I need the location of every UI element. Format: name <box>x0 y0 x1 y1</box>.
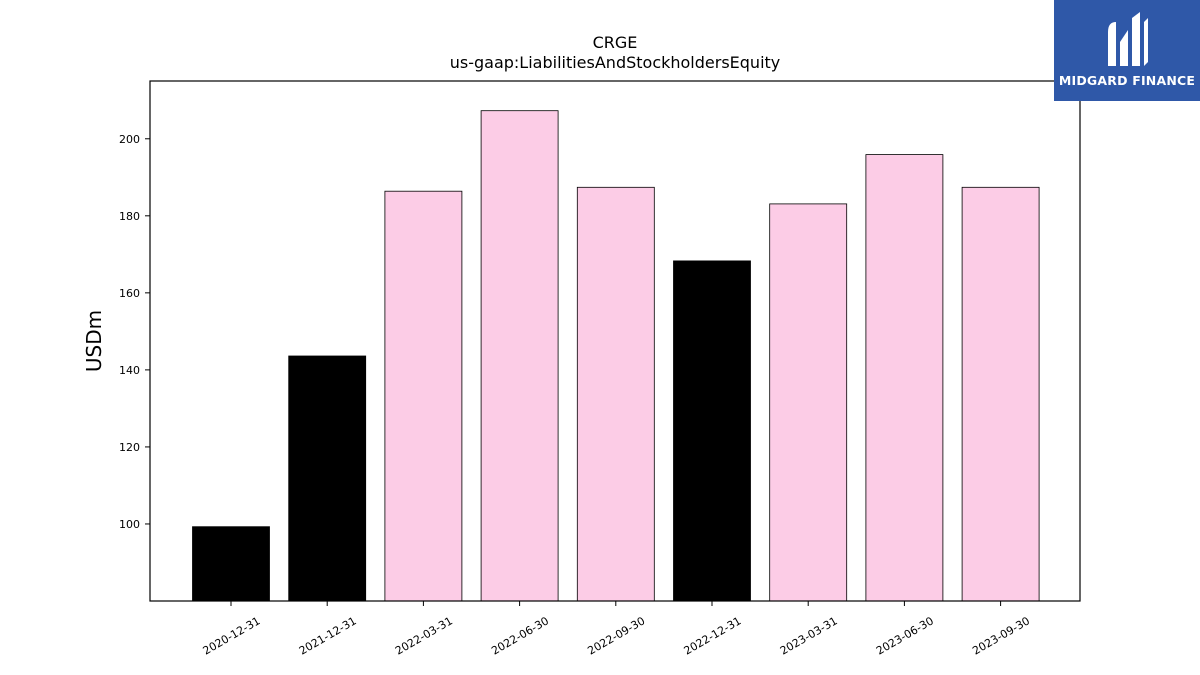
bar-2022-12-31 <box>673 260 751 602</box>
x-tick-label: 2022-09-30 <box>585 614 647 657</box>
bar-2022-09-30 <box>576 186 655 602</box>
midgard-finance-logo: MIDGARD FINANCE <box>1054 0 1200 101</box>
bars-group <box>192 110 1040 602</box>
bar-2022-03-31 <box>384 190 463 602</box>
x-tick-label: 2022-06-30 <box>489 614 551 657</box>
bar-2023-06-30 <box>865 154 944 602</box>
plot-frame <box>149 80 1081 602</box>
y-tick-label: 200 <box>119 133 140 146</box>
bar-2023-09-30 <box>961 186 1040 602</box>
bar-2022-06-30 <box>480 110 559 602</box>
chart-subtitle: us-gaap:LiabilitiesAndStockholdersEquity <box>450 53 781 72</box>
x-tick-label: 2023-06-30 <box>874 614 936 657</box>
x-tick-label: 2021-12-31 <box>297 614 359 657</box>
x-tick-label: 2022-12-31 <box>682 614 744 657</box>
y-tick-label: 140 <box>119 364 140 377</box>
logo-text: MIDGARD FINANCE <box>1058 73 1196 88</box>
x-tick-label: 2023-09-30 <box>970 614 1032 657</box>
x-tick-label: 2020-12-31 <box>201 614 263 657</box>
x-tick-label: 2022-03-31 <box>393 614 455 657</box>
y-tick-label: 180 <box>119 210 140 223</box>
bar-2023-03-31 <box>769 203 848 602</box>
midgard-logo-icon <box>1108 12 1148 66</box>
bar-2021-12-31 <box>288 355 367 602</box>
y-tick-label: 160 <box>119 287 140 300</box>
y-tick-label: 120 <box>119 441 140 454</box>
x-tick-label: 2023-03-31 <box>778 614 840 657</box>
y-axis-label: USDm <box>82 310 106 372</box>
x-axis-ticks: 2020-12-31 2021-12-31 2022-03-31 2022-06-30… <box>201 601 1032 658</box>
y-tick-label: 100 <box>119 518 140 531</box>
bar-2020-12-31 <box>192 526 270 602</box>
y-axis-ticks: 100 120 140 160 180 200 <box>119 133 150 531</box>
chart-title: CRGE <box>593 33 638 52</box>
